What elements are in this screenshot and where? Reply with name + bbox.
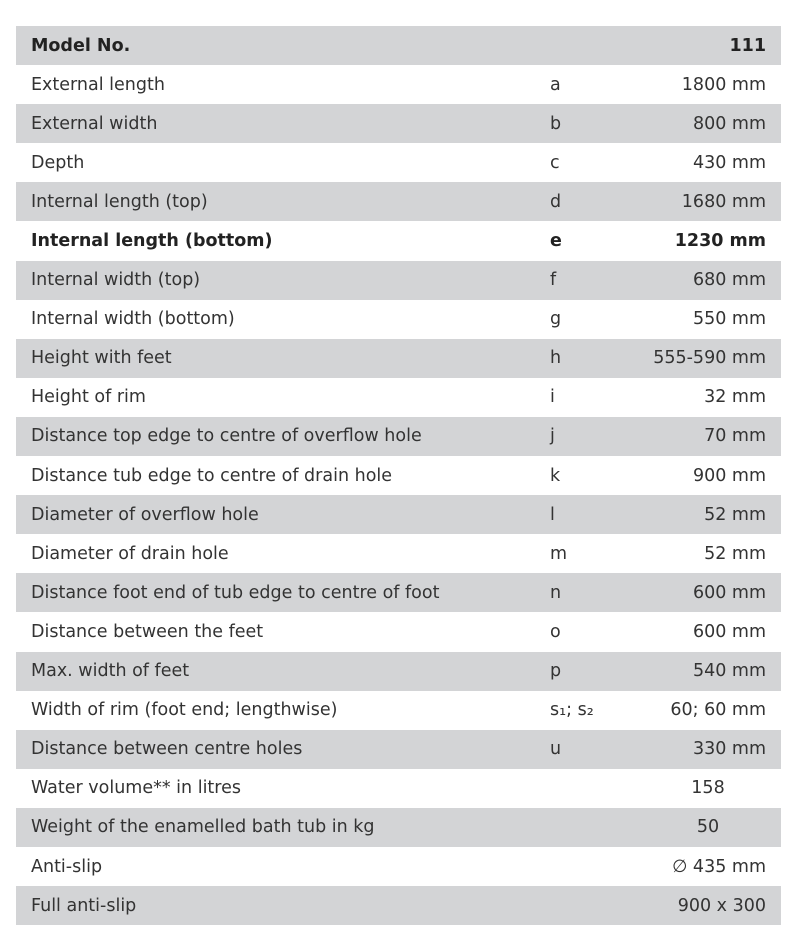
table-row: Diameter of drain hole m 52 mm <box>16 534 781 573</box>
row-value: 800 mm <box>692 113 766 134</box>
row-value: 550 mm <box>692 309 766 330</box>
row-label: Max. width of feet <box>31 661 190 682</box>
row-label: Anti-slip <box>31 856 103 877</box>
row-letter: u <box>550 739 562 760</box>
row-value: 330 mm <box>692 739 766 760</box>
table-row: External width b 800 mm <box>16 104 781 144</box>
table-row: Height of rim i 32 mm <box>16 378 781 417</box>
row-letter: f <box>550 270 557 291</box>
table-row: Distance between the feet o 600 mm <box>16 612 781 651</box>
row-value: 60; 60 mm <box>670 700 766 721</box>
table-row: Distance top edge to centre of overflow … <box>16 416 781 457</box>
table-row: Distance foot end of tub edge to centre … <box>16 573 781 613</box>
row-letter: g <box>550 309 562 330</box>
row-label: Distance top edge to centre of overflow … <box>31 426 422 447</box>
row-label: Diameter of overflow hole <box>31 504 259 525</box>
table-row: Depth c 430 mm <box>16 143 781 182</box>
row-value: 680 mm <box>692 270 766 291</box>
row-value: 52 mm <box>704 543 766 564</box>
row-value: 52 mm <box>704 504 766 525</box>
row-label: Internal width (top) <box>31 270 201 291</box>
row-letter: n <box>550 582 562 603</box>
row-label: Internal width (bottom) <box>31 309 235 330</box>
row-letter: h <box>550 348 562 369</box>
table-row: Internal length (bottom) e 1230 mm <box>16 221 781 260</box>
row-value: 1800 mm <box>681 74 766 95</box>
row-letter: i <box>550 387 555 408</box>
row-letter: j <box>550 426 555 447</box>
table-row: Diameter of overflow hole l 52 mm <box>16 495 781 535</box>
row-letter: b <box>550 113 562 134</box>
table-row: Max. width of feet p 540 mm <box>16 651 781 691</box>
row-label: External length <box>31 74 165 95</box>
row-letter: o <box>550 621 561 642</box>
header-row: Model No. 111 <box>16 26 781 66</box>
row-letter: m <box>550 543 568 564</box>
row-letter: p <box>550 661 562 682</box>
row-value: 70 mm <box>704 426 766 447</box>
table-row: Height with feet h 555-590 mm <box>16 338 781 378</box>
table-row: Internal width (bottom) g 550 mm <box>16 300 781 339</box>
row-value: 430 mm <box>692 152 766 173</box>
spec-table: Model No. 111 External length a 1800 mm Ext… <box>16 26 781 926</box>
row-value: 900 x 300 <box>677 895 766 916</box>
header-label: Model No. <box>31 35 131 56</box>
row-letter: d <box>550 191 562 212</box>
row-value: 540 mm <box>692 661 766 682</box>
row-value: 900 mm <box>692 465 766 486</box>
row-label: Internal length (bottom) <box>31 231 273 252</box>
row-value: 600 mm <box>692 621 766 642</box>
table-row: Internal length (top) d 1680 mm <box>16 182 781 222</box>
row-value: 600 mm <box>692 582 766 603</box>
table-row: Full anti-slip 900 x 300 <box>16 886 781 926</box>
row-label: Weight of the enamelled bath tub in kg <box>31 817 375 838</box>
table-row: Weight of the enamelled bath tub in kg 50 <box>16 807 781 847</box>
row-letter: a <box>550 74 561 95</box>
table-row: Anti-slip ∅ 435 mm <box>16 847 781 886</box>
row-label: Depth <box>31 152 85 173</box>
header-model-value: 111 <box>729 35 766 56</box>
row-label: External width <box>31 113 158 134</box>
row-letter: s₁; s₂ <box>550 700 594 721</box>
table-row: Water volume** in litres 158 <box>16 769 781 808</box>
row-value: 1680 mm <box>681 191 766 212</box>
row-label: Height of rim <box>31 387 146 408</box>
row-value: 32 mm <box>704 387 766 408</box>
row-label: Diameter of drain hole <box>31 543 229 564</box>
row-value: 50 <box>696 817 720 838</box>
row-value: 1230 mm <box>674 231 766 252</box>
row-letter: k <box>550 465 561 486</box>
table-row: Width of rim (foot end; lengthwise) s₁; s… <box>16 691 781 730</box>
row-label: Distance foot end of tub edge to centre … <box>31 582 440 603</box>
row-label: Full anti-slip <box>31 895 137 916</box>
row-letter: e <box>550 231 562 252</box>
table-row: Distance tub edge to centre of drain hol… <box>16 456 781 495</box>
row-label: Height with feet <box>31 348 172 369</box>
row-letter: c <box>550 152 560 173</box>
row-label: Width of rim (foot end; lengthwise) <box>31 700 338 721</box>
row-label: Distance tub edge to centre of drain hol… <box>31 465 393 486</box>
row-label: Water volume** in litres <box>31 778 241 799</box>
row-value: ∅ 435 mm <box>672 856 766 877</box>
table-row: Distance between centre holes u 330 mm <box>16 729 781 769</box>
row-label: Distance between the feet <box>31 621 264 642</box>
row-value: 555-590 mm <box>653 348 766 369</box>
table-row: Internal width (top) f 680 mm <box>16 260 781 300</box>
row-label: Internal length (top) <box>31 191 208 212</box>
row-label: Distance between centre holes <box>31 739 303 760</box>
row-letter: l <box>550 504 555 525</box>
table-row: External length a 1800 mm <box>16 65 781 104</box>
row-value: 158 <box>691 778 725 799</box>
